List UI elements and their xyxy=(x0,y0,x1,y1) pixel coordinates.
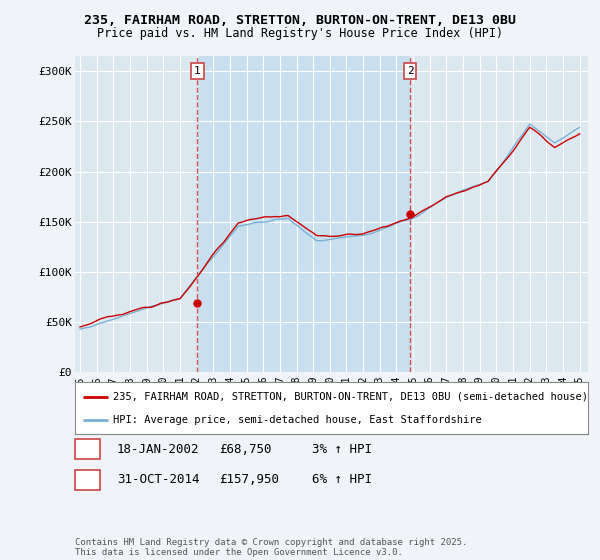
Text: 1: 1 xyxy=(194,66,201,76)
Text: Price paid vs. HM Land Registry's House Price Index (HPI): Price paid vs. HM Land Registry's House … xyxy=(97,27,503,40)
Text: Contains HM Land Registry data © Crown copyright and database right 2025.
This d: Contains HM Land Registry data © Crown c… xyxy=(75,538,467,557)
Text: 18-JAN-2002: 18-JAN-2002 xyxy=(117,442,199,456)
Text: 1: 1 xyxy=(84,442,91,456)
Text: 2: 2 xyxy=(407,66,413,76)
Text: £68,750: £68,750 xyxy=(219,442,271,456)
Text: 235, FAIRHAM ROAD, STRETTON, BURTON-ON-TRENT, DE13 0BU (semi-detached house): 235, FAIRHAM ROAD, STRETTON, BURTON-ON-T… xyxy=(113,392,589,402)
Text: 2: 2 xyxy=(84,473,91,487)
Text: 31-OCT-2014: 31-OCT-2014 xyxy=(117,473,199,487)
Text: 235, FAIRHAM ROAD, STRETTON, BURTON-ON-TRENT, DE13 0BU: 235, FAIRHAM ROAD, STRETTON, BURTON-ON-T… xyxy=(84,14,516,27)
Text: 3% ↑ HPI: 3% ↑ HPI xyxy=(312,442,372,456)
Text: HPI: Average price, semi-detached house, East Staffordshire: HPI: Average price, semi-detached house,… xyxy=(113,414,482,424)
Bar xyxy=(197,56,410,372)
Text: 6% ↑ HPI: 6% ↑ HPI xyxy=(312,473,372,487)
Text: £157,950: £157,950 xyxy=(219,473,279,487)
